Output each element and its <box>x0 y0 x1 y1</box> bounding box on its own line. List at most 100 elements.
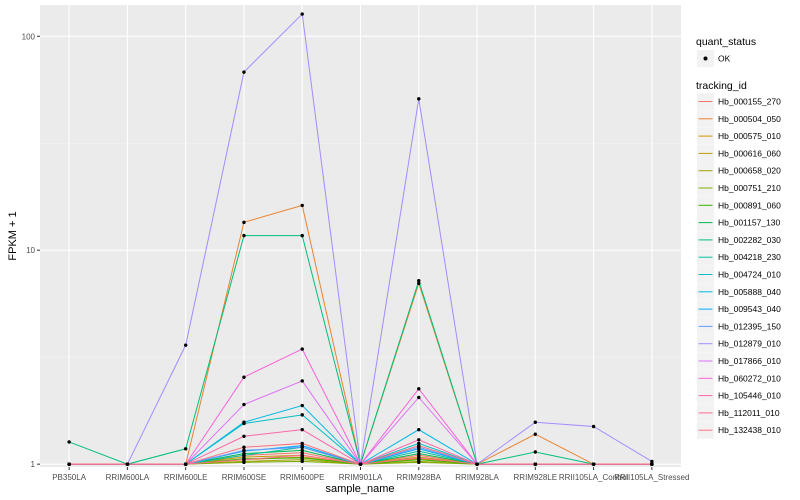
x-tick-label: RRIM928LE <box>514 473 558 482</box>
legend-label: Hb_132438_010 <box>718 425 781 435</box>
legend-label: Hb_009543_040 <box>718 304 781 314</box>
x-tick-label: RRIM600LA <box>106 473 150 482</box>
data-point <box>591 462 596 466</box>
legend-label: Hb_005888_040 <box>718 287 781 297</box>
y-tick-label: 10 <box>26 246 35 255</box>
data-point <box>300 451 304 455</box>
data-point <box>242 460 246 465</box>
data-point <box>417 438 421 442</box>
x-tick-label: RRII105LA_Control <box>559 473 629 482</box>
data-point <box>300 203 304 208</box>
data-point <box>242 420 246 424</box>
data-point <box>417 97 421 101</box>
y-tick-label: 100 <box>22 32 36 41</box>
legend-label: Hb_001157_130 <box>718 218 781 228</box>
data-point <box>300 379 304 383</box>
data-point <box>242 233 246 238</box>
data-point <box>242 375 246 379</box>
data-point <box>417 387 421 391</box>
data-point <box>300 456 304 460</box>
x-axis-title: sample_name <box>325 483 394 495</box>
legend-quant-status-label: OK <box>718 54 731 64</box>
y-axis-title: FPKM + 1 <box>7 211 19 260</box>
data-point <box>475 462 479 466</box>
data-point <box>417 451 421 456</box>
data-point <box>417 281 421 286</box>
data-point <box>417 279 421 283</box>
data-point <box>183 447 188 451</box>
legend-items: Hb_000155_270 Hb_000504_050 Hb_000575_010 H… <box>697 93 781 439</box>
x-tick-label: RRIM600SE <box>222 473 266 482</box>
legend-label: Hb_002282_030 <box>718 235 781 245</box>
legend-label: Hb_004724_010 <box>718 270 781 280</box>
legend-quant-status-title: quant_status <box>696 36 756 48</box>
data-point <box>650 459 654 464</box>
data-point <box>300 453 304 458</box>
data-point <box>300 441 304 446</box>
x-tick-label: RRIM901LA <box>339 473 383 482</box>
data-point <box>300 347 304 351</box>
data-point <box>242 402 246 407</box>
data-point <box>300 413 304 417</box>
legend-tracking-id-title: tracking_id <box>696 80 747 92</box>
data-point <box>67 462 71 466</box>
legend-label: Hb_105446_010 <box>718 391 781 401</box>
data-point <box>417 456 421 460</box>
data-point <box>125 462 130 466</box>
x-tick-label: RRIM600LE <box>164 473 208 482</box>
legend-quant-status-point <box>703 56 708 61</box>
data-point <box>417 395 421 400</box>
data-point <box>242 220 246 225</box>
legend-label: Hb_004218_230 <box>718 252 781 262</box>
legend-label: Hb_000751_210 <box>718 183 781 193</box>
data-point <box>300 445 304 449</box>
legend-label: Hb_000575_010 <box>718 131 781 141</box>
legend-label: Hb_112011_010 <box>718 408 780 418</box>
data-point <box>300 12 304 16</box>
data-point <box>358 462 363 466</box>
data-point <box>242 453 246 458</box>
y-tick-label: 1 <box>31 460 36 469</box>
data-point <box>300 233 304 238</box>
data-point <box>300 403 304 408</box>
legend: quant_status OK tracking_id Hb_000155_27… <box>696 36 781 439</box>
legend-label: Hb_012879_010 <box>718 339 781 349</box>
data-point <box>591 424 596 429</box>
legend-label: Hb_000891_060 <box>718 200 781 210</box>
x-tick-label: RRII105LA_Stressed <box>614 473 689 482</box>
legend-label: Hb_017866_010 <box>718 356 781 366</box>
data-point <box>300 448 304 453</box>
data-point <box>417 427 421 432</box>
data-point <box>533 450 538 454</box>
data-point <box>417 460 421 465</box>
data-point <box>183 462 188 466</box>
data-point <box>300 459 304 464</box>
data-point <box>533 420 538 424</box>
data-point <box>533 432 538 436</box>
legend-label: Hb_000155_270 <box>718 97 781 107</box>
data-point <box>417 449 421 453</box>
data-point <box>242 445 246 449</box>
legend-label: Hb_000504_050 <box>718 114 781 124</box>
data-point <box>533 462 538 466</box>
data-point <box>300 427 304 432</box>
data-point <box>242 457 246 462</box>
y-axis: 1 10 100 <box>22 32 40 469</box>
data-point <box>67 440 71 444</box>
data-point <box>183 343 188 347</box>
x-tick-label: PB350LA <box>52 473 86 482</box>
legend-label: Hb_012395_150 <box>718 321 781 331</box>
legend-label: Hb_000658_020 <box>718 166 781 176</box>
data-point <box>242 434 246 438</box>
data-points <box>67 12 654 466</box>
legend-label: Hb_060272_010 <box>718 373 781 383</box>
x-tick-label: RRIM928LA <box>455 473 499 482</box>
data-point <box>242 70 246 74</box>
x-tick-label: RRIM928BA <box>397 473 442 482</box>
data-point <box>242 448 246 453</box>
data-point <box>417 443 421 448</box>
legend-label: Hb_000616_060 <box>718 148 781 158</box>
data-point <box>650 462 654 466</box>
x-tick-label: RRIM600PE <box>280 473 324 482</box>
